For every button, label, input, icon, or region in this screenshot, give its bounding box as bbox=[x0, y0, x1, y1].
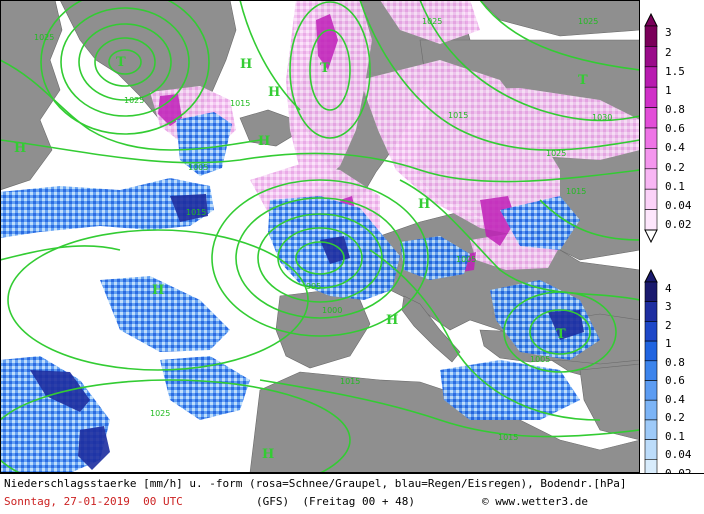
caption-model: (GFS) (Freitag 00 + 48) bbox=[256, 495, 415, 508]
caption-copyright: © www.wetter3.de bbox=[482, 495, 588, 508]
legend-rain-bar bbox=[644, 268, 658, 493]
legend-snow: 3 2 1.5 1 0.8 0.6 0.4 0.2 0.1 0.04 0.02 bbox=[641, 12, 704, 244]
legend-snow-bar bbox=[644, 12, 658, 244]
isobars bbox=[0, 0, 640, 473]
legend-rain-label: 0.1 bbox=[665, 430, 685, 443]
map-canvas: 1025 1025 1025 1025 1030 1025 1015 1015 … bbox=[0, 0, 640, 473]
legend-snow-swatch bbox=[644, 46, 658, 68]
legend-rain-label: 2 bbox=[665, 319, 672, 332]
pressure-label: 1025 bbox=[34, 33, 54, 42]
legend-snow-label: 0.6 bbox=[665, 122, 685, 135]
legend-rain-swatch bbox=[644, 419, 658, 440]
footer-caption: Niederschlagsstaerke [mm/h] u. -form (ro… bbox=[0, 473, 704, 514]
pressure-label: 1015 bbox=[566, 187, 586, 196]
pressure-centers: H H H H H H H H T T T T bbox=[14, 55, 588, 462]
pressure-label: 1025 bbox=[150, 409, 170, 418]
pressure-label: 1025 bbox=[124, 96, 144, 105]
legend-snow-label: 0.2 bbox=[665, 161, 685, 174]
pressure-label: 1025 bbox=[578, 17, 598, 26]
pressure-label: 1005 bbox=[456, 255, 476, 264]
legend-snow-label: 1.5 bbox=[665, 65, 685, 78]
pressure-label: 995 bbox=[306, 282, 321, 291]
legend-rain-swatch bbox=[644, 301, 658, 322]
legend-snow-label: 0.8 bbox=[665, 103, 685, 116]
legend-rain-label: 0.6 bbox=[665, 374, 685, 387]
weather-map: 1025 1025 1025 1025 1030 1025 1015 1015 … bbox=[0, 0, 640, 473]
legend-snow-swatch bbox=[644, 25, 658, 47]
high-center: H bbox=[268, 85, 280, 100]
pressure-label: 1015 bbox=[186, 208, 206, 217]
legend-rain-label: 3 bbox=[665, 300, 672, 313]
legend-snow-label: 0.1 bbox=[665, 180, 685, 193]
legend-snow-swatch bbox=[644, 107, 658, 129]
pressure-label: 1015 bbox=[498, 433, 518, 442]
legend-snow-swatch bbox=[644, 127, 658, 149]
legend-rain: 4 3 2 1 0.8 0.6 0.4 0.2 0.1 0.04 0.02 bbox=[641, 268, 704, 493]
legend-snow-swatch bbox=[644, 66, 658, 88]
legend-snow-label: 3 bbox=[665, 26, 672, 39]
legend-rain-label: 1 bbox=[665, 337, 672, 350]
legend-snow-swatch bbox=[644, 168, 658, 190]
legend-rain-swatch bbox=[644, 321, 658, 342]
legend-snow-top-arrow bbox=[644, 12, 658, 27]
legend-rain-swatch bbox=[644, 360, 658, 381]
legend-snow-label: 0.02 bbox=[665, 218, 692, 231]
pressure-label: 1025 bbox=[546, 149, 566, 158]
low-center: T bbox=[116, 55, 126, 70]
legend-rain-swatch bbox=[644, 380, 658, 401]
legend-rain-label: 0.8 bbox=[665, 356, 685, 369]
legend-rain-top-arrow bbox=[644, 268, 658, 283]
legend-snow-label: 1 bbox=[665, 84, 672, 97]
pressure-label: 1015 bbox=[448, 111, 468, 120]
rain-intense bbox=[30, 194, 584, 470]
legend-rain-swatch bbox=[644, 340, 658, 362]
pressure-labels: 1025 1025 1025 1025 1030 1025 1015 1015 … bbox=[34, 17, 612, 442]
low-center: T bbox=[578, 73, 588, 88]
legend-rain-label: 0.4 bbox=[665, 393, 685, 406]
high-center: H bbox=[258, 134, 270, 149]
pressure-label: 1000 bbox=[322, 306, 342, 315]
caption-date: Sonntag, 27-01-2019 00 UTC bbox=[4, 495, 183, 508]
pressure-label: 1015 bbox=[340, 377, 360, 386]
legend-rain-swatch bbox=[644, 439, 658, 460]
legend-snow-label: 2 bbox=[665, 46, 672, 59]
low-center: T bbox=[320, 61, 330, 76]
caption-description: Niederschlagsstaerke [mm/h] u. -form (ro… bbox=[4, 477, 627, 490]
legend-snow-swatch bbox=[644, 209, 658, 231]
pressure-label: 1005 bbox=[188, 163, 208, 172]
legend-rain-swatch bbox=[644, 281, 658, 303]
pressure-label: 1025 bbox=[422, 17, 442, 26]
pressure-label: 1005 bbox=[530, 355, 550, 364]
map-border bbox=[0, 0, 640, 473]
legend-snow-bottom-arrow bbox=[644, 229, 658, 244]
high-center: H bbox=[262, 447, 274, 462]
high-center: H bbox=[386, 313, 398, 328]
legend-snow-label: 0.04 bbox=[665, 199, 692, 212]
pressure-label: 1030 bbox=[592, 113, 612, 122]
legend-rain-label: 0.2 bbox=[665, 411, 685, 424]
high-center: H bbox=[418, 197, 430, 212]
low-center: T bbox=[556, 327, 566, 342]
high-center: H bbox=[14, 141, 26, 156]
legend-rain-label: 4 bbox=[665, 282, 672, 295]
high-center: H bbox=[152, 283, 164, 298]
legend-rain-label: 0.04 bbox=[665, 448, 692, 461]
legend-snow-swatch bbox=[644, 148, 658, 170]
legend-snow-swatch bbox=[644, 188, 658, 210]
pressure-label: 1015 bbox=[230, 99, 250, 108]
legend-rain-swatch bbox=[644, 399, 658, 421]
legend-snow-swatch bbox=[644, 86, 658, 108]
legend-snow-label: 0.4 bbox=[665, 141, 685, 154]
high-center: H bbox=[240, 57, 252, 72]
